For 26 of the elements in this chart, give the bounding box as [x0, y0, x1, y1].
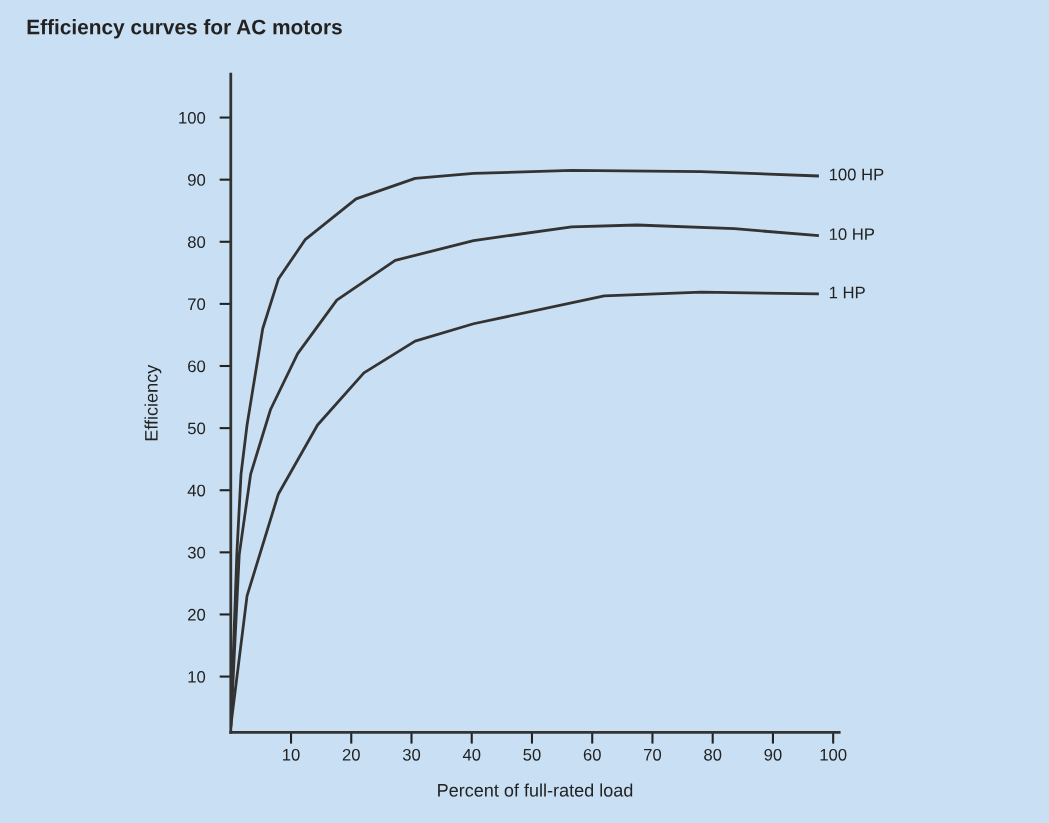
x-tick-label: 50	[523, 748, 541, 761]
y-tick-label: 90	[188, 174, 206, 186]
x-tick-label: 60	[583, 748, 601, 761]
x-tick-label: 10	[283, 748, 300, 761]
x-tick-label: 100	[820, 748, 847, 761]
y-tick-label: 20	[188, 608, 206, 621]
x-tick-label: 30	[402, 748, 421, 761]
x-tick-label: 40	[462, 748, 481, 761]
y-tick-label: 10	[188, 670, 206, 683]
y-tick-label: 40	[187, 484, 206, 497]
x-tick-label: 80	[704, 748, 722, 761]
x-tick-label: 90	[764, 748, 782, 761]
x-tick-label: 70	[644, 748, 662, 761]
y-axis-title: Efficiency	[144, 364, 162, 441]
y-tick-label: 60	[188, 360, 206, 373]
x-tick-label: 20	[342, 748, 360, 761]
y-tick-label: 100	[179, 111, 206, 124]
series-label: 100 HP	[829, 168, 884, 181]
y-tick-label: 50	[187, 422, 206, 435]
y-tick-label: 80	[187, 236, 206, 248]
x-axis-title: Percent of full-rated load	[438, 783, 633, 797]
series-label: 1 HP	[829, 286, 865, 299]
chart-title: Efficiency curves for AC motors	[27, 19, 342, 39]
y-tick-label: 70	[188, 298, 206, 311]
y-tick-label: 30	[187, 546, 206, 559]
series-label: 10 HP	[829, 228, 875, 241]
